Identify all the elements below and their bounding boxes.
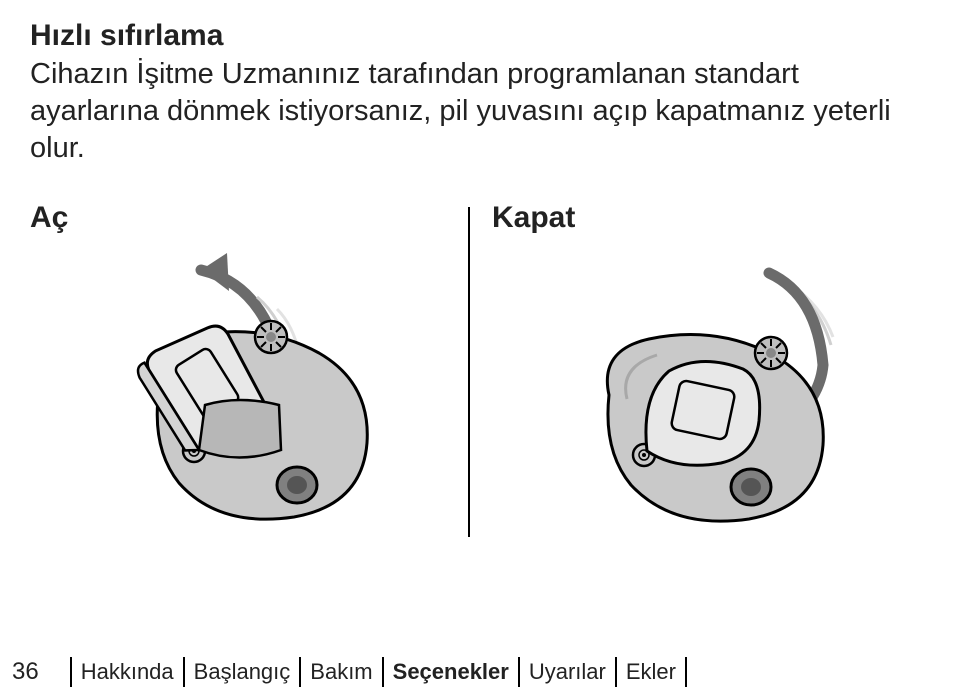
footer-separator (299, 657, 301, 687)
footer-separator (518, 657, 520, 687)
page-number: 36 (12, 658, 39, 686)
battery-door-closed (646, 362, 760, 466)
footer-separator (615, 657, 617, 687)
breadcrumb: Ekler (626, 659, 676, 685)
page-title: Hızlı sıfırlama (30, 18, 930, 54)
breadcrumb: Uyarılar (529, 659, 606, 685)
footer-separator (382, 657, 384, 687)
open-label: Aç (30, 201, 468, 235)
footer-separator (685, 657, 687, 687)
open-device-illustration (89, 245, 409, 535)
body-text: Cihazın İşitme Uzmanınız tarafından prog… (30, 56, 930, 167)
column-open: Aç (30, 201, 468, 537)
breadcrumb: Hakkında (81, 659, 174, 685)
close-device-illustration (551, 245, 871, 535)
close-label: Kapat (492, 201, 930, 235)
footer-separator (183, 657, 185, 687)
breadcrumb: Bakım (310, 659, 372, 685)
column-close: Kapat (470, 201, 930, 537)
illustration-columns: Aç (30, 201, 930, 537)
footer-separator (70, 657, 72, 687)
breadcrumb-active: Seçenekler (393, 659, 509, 685)
breadcrumb: Başlangıç (194, 659, 291, 685)
page-footer: 36 Hakkında Başlangıç Bakım Seçenekler U… (0, 657, 960, 687)
